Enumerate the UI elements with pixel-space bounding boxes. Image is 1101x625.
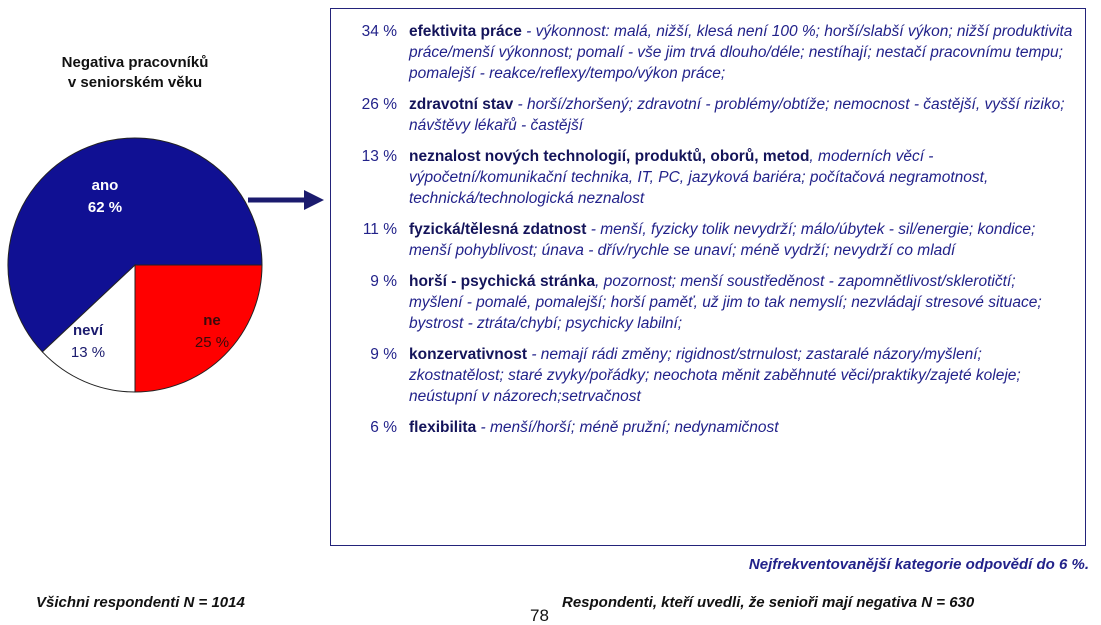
row-share: 11 %	[362, 221, 397, 238]
chart-title: Negativa pracovníků v seniorském věku	[61, 54, 209, 91]
page-number: 78	[530, 606, 549, 625]
note: Respondenti, kteří uvedli, že senioři ma…	[562, 594, 975, 611]
note: Všichni respondenti N = 1014	[36, 594, 245, 611]
category-list: 34 % efektivita práce - výkonnost: malá, …	[330, 8, 1086, 546]
row-text: , pozornost; menší soustředěnost - zapom…	[409, 273, 1042, 332]
row-share: 34 %	[361, 23, 397, 40]
pie-slice	[41, 263, 136, 393]
slice-value: 25 %	[195, 334, 229, 351]
row-body: horší - psychická stránka, pozornost; me…	[409, 271, 1073, 334]
row-heading: zdravotní stav	[409, 96, 514, 113]
slice-label: ne	[203, 312, 221, 329]
row-text: - horší/zhoršený; zdravotní - problémy/o…	[409, 96, 1065, 134]
list-row: 9 % konzervativnost - nemají rádi změny; …	[331, 344, 1085, 407]
list-row: 13 % neznalost nových technologií, produk…	[331, 146, 1085, 209]
list-row: 6 % flexibilita - menší/horší; méně pružn…	[331, 417, 1085, 438]
row-share: 26 %	[361, 96, 397, 113]
row-text: - menší, fyzicky tolik nevydrží; málo/úb…	[409, 221, 1036, 259]
row-text: - výkonnost: malá, nižší, klesá není 100…	[409, 23, 1073, 82]
slice-value: 62 %	[88, 199, 122, 216]
row-share: 9 %	[370, 346, 397, 363]
row-share: 6 %	[370, 419, 397, 436]
row-text: - nemají rádi změny; rigidnost/strnulost…	[409, 346, 1021, 405]
pie-slice	[134, 264, 263, 393]
row-text: - menší/horší; méně pružní; nedynamičnos…	[476, 419, 779, 436]
row-heading: efektivita práce	[409, 23, 522, 40]
row-text: , moderních věcí - výpočetní/komunikační…	[409, 148, 989, 207]
pie-slice	[7, 137, 263, 353]
slice-label: ano	[92, 177, 119, 194]
row-share: 13 %	[361, 148, 397, 165]
row-heading: horší - psychická stránka	[409, 273, 596, 290]
list-row: 26 % zdravotní stav - horší/zhoršený; zdr…	[331, 94, 1085, 136]
row-body: neznalost nových technologií, produktů, …	[409, 146, 1073, 209]
row-heading: fyzická/tělesná zdatnost	[409, 221, 587, 238]
row-body: konzervativnost - nemají rádi změny; rig…	[409, 344, 1073, 407]
list-row: 9 % horší - psychická stránka, pozornost;…	[331, 271, 1085, 334]
slice-value: 13 %	[71, 344, 105, 361]
row-share: 9 %	[370, 273, 397, 290]
arrow-head	[304, 190, 324, 210]
list-row: 11 % fyzická/tělesná zdatnost - menší, fy…	[331, 219, 1085, 261]
row-heading: flexibilita	[409, 419, 477, 436]
row-body: efektivita práce - výkonnost: malá, nižš…	[409, 21, 1073, 84]
note: Nejfrekventovanější kategorie odpovědí d…	[748, 556, 1089, 573]
row-body: zdravotní stav - horší/zhoršený; zdravot…	[409, 94, 1073, 136]
row-body: fyzická/tělesná zdatnost - menší, fyzick…	[409, 219, 1073, 261]
row-heading: konzervativnost	[409, 346, 528, 363]
row-heading: neznalost nových technologií, produktů, …	[409, 148, 810, 165]
row-body: flexibilita - menší/horší; méně pružní; …	[409, 417, 1073, 438]
list-row: 34 % efektivita práce - výkonnost: malá, …	[331, 21, 1085, 84]
slice-label: neví	[73, 322, 104, 339]
pie-chart: ano 62 % ne 25 % neví 13 %	[7, 137, 324, 393]
